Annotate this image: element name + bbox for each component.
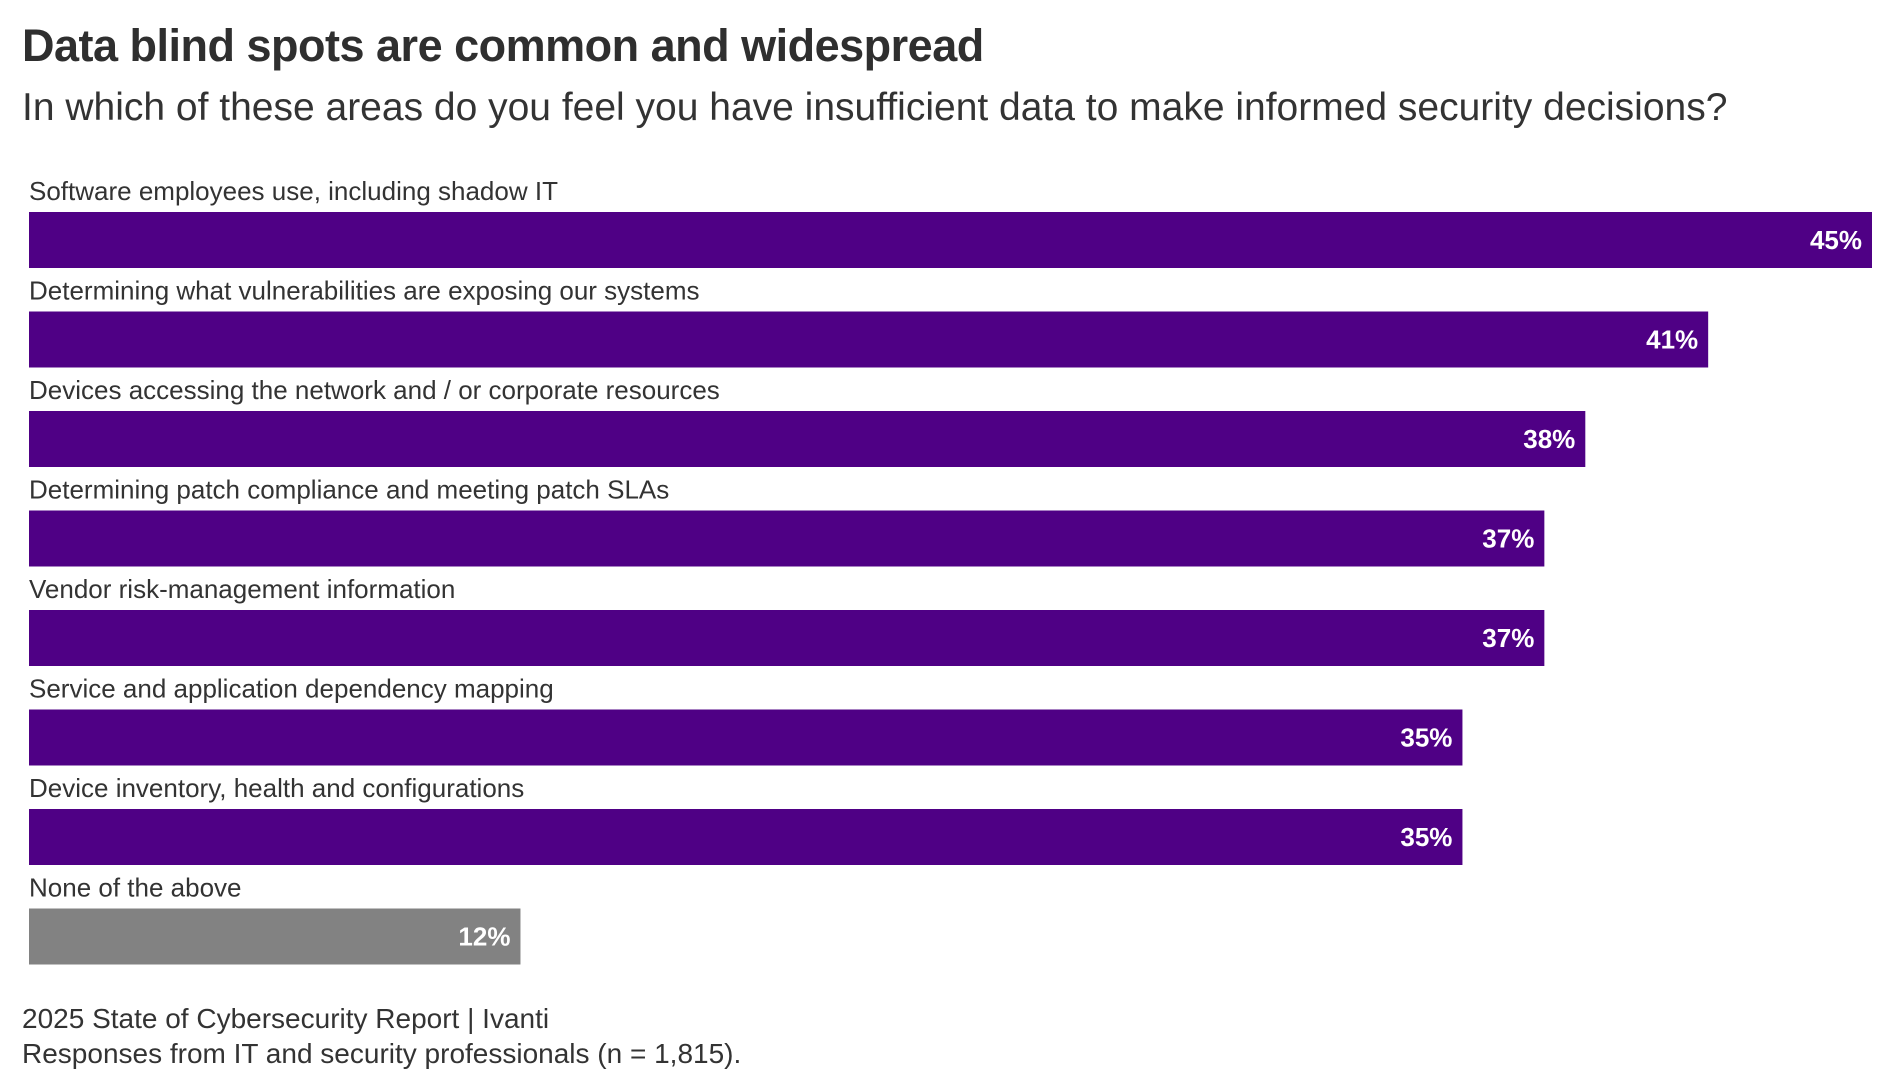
bar <box>29 411 1586 467</box>
bar-value-label: 37% <box>1482 623 1534 653</box>
category-label: Devices accessing the network and / or c… <box>29 375 720 405</box>
bar <box>29 610 1545 666</box>
sample-note: Responses from IT and security professio… <box>22 1038 742 1069</box>
bar-value-label: 45% <box>1810 225 1862 255</box>
chart-title: Data blind spots are common and widespre… <box>22 20 984 71</box>
category-label: Determining patch compliance and meeting… <box>29 475 669 505</box>
bar-value-label: 37% <box>1482 524 1534 554</box>
source-text: 2025 State of Cybersecurity Report | Iva… <box>22 1003 550 1034</box>
category-label: Determining what vulnerabilities are exp… <box>29 276 700 306</box>
category-label: Vendor risk-management information <box>29 574 455 604</box>
category-label: Service and application dependency mappi… <box>29 674 554 704</box>
bar-value-label: 38% <box>1523 424 1575 454</box>
chart-footer: 2025 State of Cybersecurity Report | Iva… <box>22 1001 741 1071</box>
bar <box>29 908 521 965</box>
bar-value-label: 12% <box>458 922 510 952</box>
bar-value-label: 35% <box>1400 723 1452 753</box>
bar-value-label: 41% <box>1646 325 1698 355</box>
bar <box>29 311 1709 368</box>
bar <box>29 709 1463 766</box>
chart-subtitle: In which of these areas do you feel you … <box>22 86 1728 129</box>
bar <box>29 809 1463 865</box>
category-label: Software employees use, including shadow… <box>29 176 558 206</box>
bar-chart: Software employees use, including shadow… <box>29 176 1872 965</box>
bar <box>29 212 1872 268</box>
category-label: None of the above <box>29 873 242 903</box>
bar-value-label: 35% <box>1400 822 1452 852</box>
bar <box>29 510 1545 567</box>
category-label: Device inventory, health and configurati… <box>29 773 524 803</box>
